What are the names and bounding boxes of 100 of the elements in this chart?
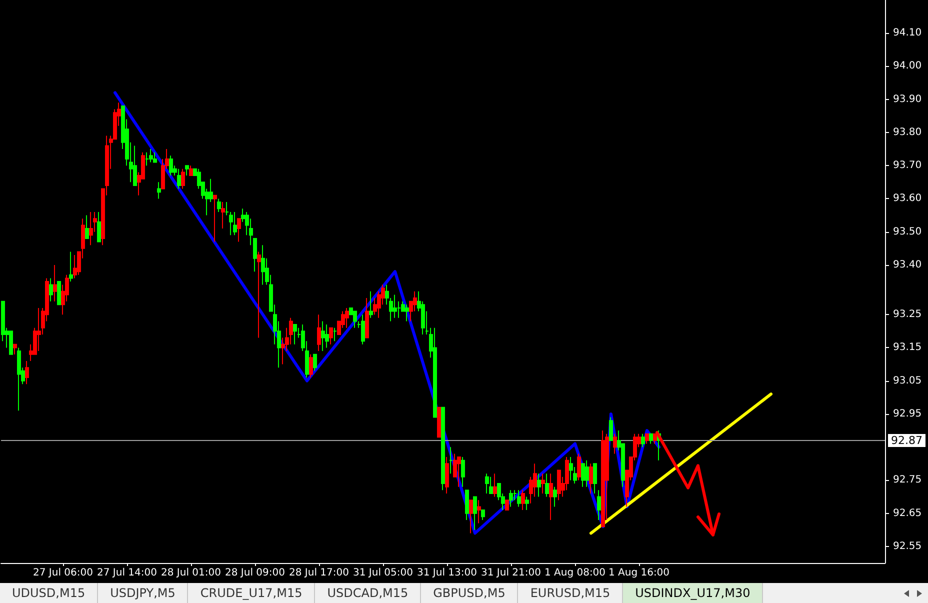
candlestick [613,433,617,454]
x-tick-label: 28 Jul 09:00 [225,568,285,578]
candlestick [145,152,149,166]
candlestick [649,433,653,444]
candlestick [17,347,21,412]
candlestick [237,218,241,242]
candlestick [97,211,101,242]
candlestick [89,211,93,246]
y-tick-label: 93.50 [893,226,922,238]
candlestick [345,307,349,328]
candlestick [525,496,529,511]
candlestick [221,202,225,230]
candlestick [597,490,601,520]
candlestick [593,463,597,494]
candlestick [641,433,645,448]
candlestick [177,168,181,190]
candlestick [517,490,521,508]
candlestick [321,320,325,352]
candlestick [153,152,157,163]
candlestick [577,453,581,481]
text: GBPUSD,M5 [421,583,518,603]
candlestick [481,510,485,520]
text: CRUDE_U17,M15 [188,583,316,603]
candlestick [329,327,333,345]
candlestick [469,500,473,534]
y-tick-label: 93.15 [893,342,922,354]
x-tick-label: 27 Jul 06:00 [33,568,93,578]
candlestick [313,354,317,372]
candlestick [257,251,261,338]
candlestick [477,500,481,524]
y-tick-label: 92.65 [893,508,922,519]
candlestick [645,433,649,444]
candlestick [553,486,557,508]
candlestick [213,194,217,242]
candlestick [9,330,13,355]
x-tick-label: 28 Jul 01:00 [161,568,221,578]
y-tick-label: 93.05 [893,375,922,386]
y-tick-label: 93.80 [893,126,922,138]
candlestick [133,145,137,186]
candlestick [85,214,89,239]
candlestick [369,290,373,318]
x-tick-label: 31 Jul 05:00 [353,568,413,578]
candlestick [69,251,73,282]
candlestick [261,244,265,286]
candlestick [37,307,41,352]
candlestick [73,254,77,279]
candlestick [325,324,329,348]
candlestick [181,168,185,190]
candlestick [189,165,193,176]
candlestick [49,278,53,302]
candlestick [293,324,297,345]
candlestick [505,500,509,511]
y-tick-label: 93.40 [893,259,922,270]
x-tick-label: 31 Jul 13:00 [417,568,477,578]
candlestick [353,310,357,328]
candlestick [609,416,613,441]
x-tick-label: 31 Jul 21:00 [481,568,541,578]
y-tick-label: 92.95 [893,408,922,420]
y-tick-label: 92.75 [893,474,922,486]
candlestick [557,470,561,501]
candlestick [457,456,461,488]
candlestick [25,360,29,385]
candlestick [473,496,477,530]
candlestick [149,148,153,163]
candlestick [569,456,573,481]
ref-line-label: 92.87 [891,434,922,447]
candlestick [361,314,365,345]
candlestick [393,294,397,318]
candlestick [157,182,161,200]
x-tick-label: 1 Aug 08:00 [544,568,606,578]
candlestick [549,473,553,520]
candlestick [57,281,61,306]
x-tick-label: 27 Jul 14:00 [97,568,157,578]
y-tick-label: 94.00 [893,60,922,72]
candlestick [253,238,257,272]
candlestick [433,327,437,418]
candlestick [589,463,593,494]
x-tick-label: 28 Jul 17:00 [289,568,349,578]
candlestick [217,198,221,212]
y-tick-label: 93.90 [893,94,922,105]
y-tick-label: 92.55 [893,540,922,552]
text: UDUSD,M15 [0,583,98,603]
candlestick [441,406,445,491]
candlestick [485,473,489,494]
candlestick [465,490,469,520]
candlestick [445,456,449,494]
text: EURUSD,M15 [518,583,624,603]
candlestick [585,460,589,488]
candlestick [601,430,605,528]
candlestick [53,264,57,302]
candlestick [333,327,337,342]
candlestick [461,456,465,488]
candlestick [233,211,237,236]
candlestick [185,165,189,176]
text: USDINDX_U17,M30 [623,583,764,603]
y-tick-label: 94.10 [893,28,922,39]
candlestick [169,155,173,176]
candlestick [537,473,541,498]
candlestick [317,314,321,352]
candlestick [653,433,657,444]
